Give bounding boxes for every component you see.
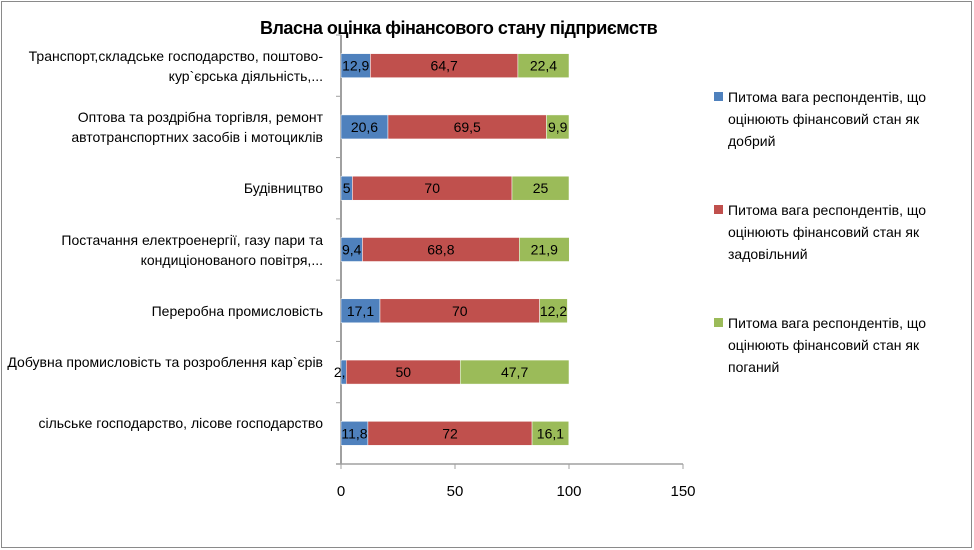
category-label: Оптова та роздрібна торгівля, ремонт авт…	[71, 108, 323, 145]
bar-segment	[387, 114, 547, 140]
data-label: 64,7	[431, 58, 458, 74]
data-label: 9,4	[342, 242, 362, 258]
bar-segment	[340, 298, 381, 324]
legend-item: Питома вага респондентів, що оцінюють фі…	[714, 199, 964, 265]
legend-label: Питома вага респондентів, що оцінюють фі…	[728, 202, 927, 262]
category-label: Транспорт,складське господарство, поштов…	[28, 47, 323, 84]
x-tick-label: 0	[337, 483, 345, 500]
data-label: 17,1	[347, 303, 374, 319]
legend-label: Питома вага респондентів, що оцінюють фі…	[728, 315, 927, 375]
category-label: Будівництво	[243, 180, 323, 197]
bar-segment	[362, 237, 520, 262]
data-label: 25	[533, 180, 549, 196]
legend-swatch	[714, 205, 723, 214]
data-label: 69,5	[454, 119, 481, 135]
legend-item: Питома вага респондентів, що оцінюють фі…	[714, 86, 964, 152]
bar-segment	[539, 298, 568, 324]
x-tick-label: 50	[447, 483, 464, 500]
data-label: 9,9	[548, 119, 568, 135]
bar-segment	[340, 114, 389, 140]
data-label: 70	[424, 180, 440, 196]
data-label: 20,6	[351, 119, 378, 135]
data-label: 12,9	[342, 58, 369, 74]
chart-title: Власна оцінка фінансового стану підприєм…	[260, 18, 658, 38]
bar-segment	[459, 359, 570, 385]
data-label: 16,1	[537, 425, 564, 441]
data-label: 50	[395, 364, 411, 380]
bar-segment	[370, 53, 519, 78]
data-label: 21,9	[531, 242, 558, 258]
bar-segment	[367, 421, 533, 446]
data-label: 70	[452, 303, 468, 319]
legend-label: Питома вага респондентів, що оцінюють фі…	[728, 89, 927, 149]
legend-swatch	[714, 318, 723, 327]
bar-segment	[546, 114, 570, 140]
bar-segment	[352, 175, 513, 201]
data-label: 68,8	[427, 242, 454, 258]
bar-segment	[531, 421, 570, 446]
data-label: 47,7	[501, 364, 528, 380]
data-label: 72	[442, 425, 458, 441]
bar-segment	[379, 298, 540, 324]
category-label: Переробна промисловість	[151, 302, 323, 319]
category-label: сільське господарство, лісове господарст…	[38, 415, 323, 432]
bar-segment	[511, 175, 570, 201]
bar-segment	[340, 421, 369, 446]
category-label: Постачання електроенергії, газу пари та …	[61, 231, 323, 268]
x-tick-label: 150	[670, 483, 695, 500]
data-label: 5	[343, 180, 351, 196]
data-label: 22,4	[530, 58, 557, 74]
category-label: Добувна промисловість та розроблення кар…	[7, 354, 323, 371]
legend-item: Питома вага респондентів, що оцінюють фі…	[714, 312, 964, 378]
data-label: 11,8	[341, 425, 367, 441]
bar-segment	[345, 359, 461, 385]
bar-segment	[519, 237, 570, 262]
bar-segment	[517, 53, 570, 78]
data-label: 12,2	[540, 303, 567, 319]
bar-segment	[340, 53, 371, 78]
legend-swatch	[714, 92, 723, 101]
x-tick-label: 100	[556, 483, 581, 500]
